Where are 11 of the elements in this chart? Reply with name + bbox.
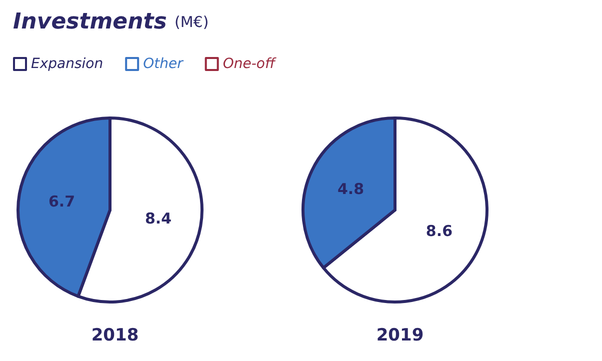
slice-label: 2018 (91, 326, 139, 346)
legend-label: Other (143, 56, 184, 72)
legend-label: One-off (222, 56, 277, 72)
chart-subtitle: (M€) (174, 13, 209, 31)
data-label: 8.4 (144, 210, 172, 228)
legend-label: Expansion (31, 56, 104, 72)
data-label: 6.7 (48, 192, 76, 210)
data-label: 4.8 (337, 180, 364, 198)
chart-title: Investments (13, 10, 174, 34)
slice-label: 2019 (376, 326, 424, 346)
data-label: 8.6 (426, 222, 453, 240)
